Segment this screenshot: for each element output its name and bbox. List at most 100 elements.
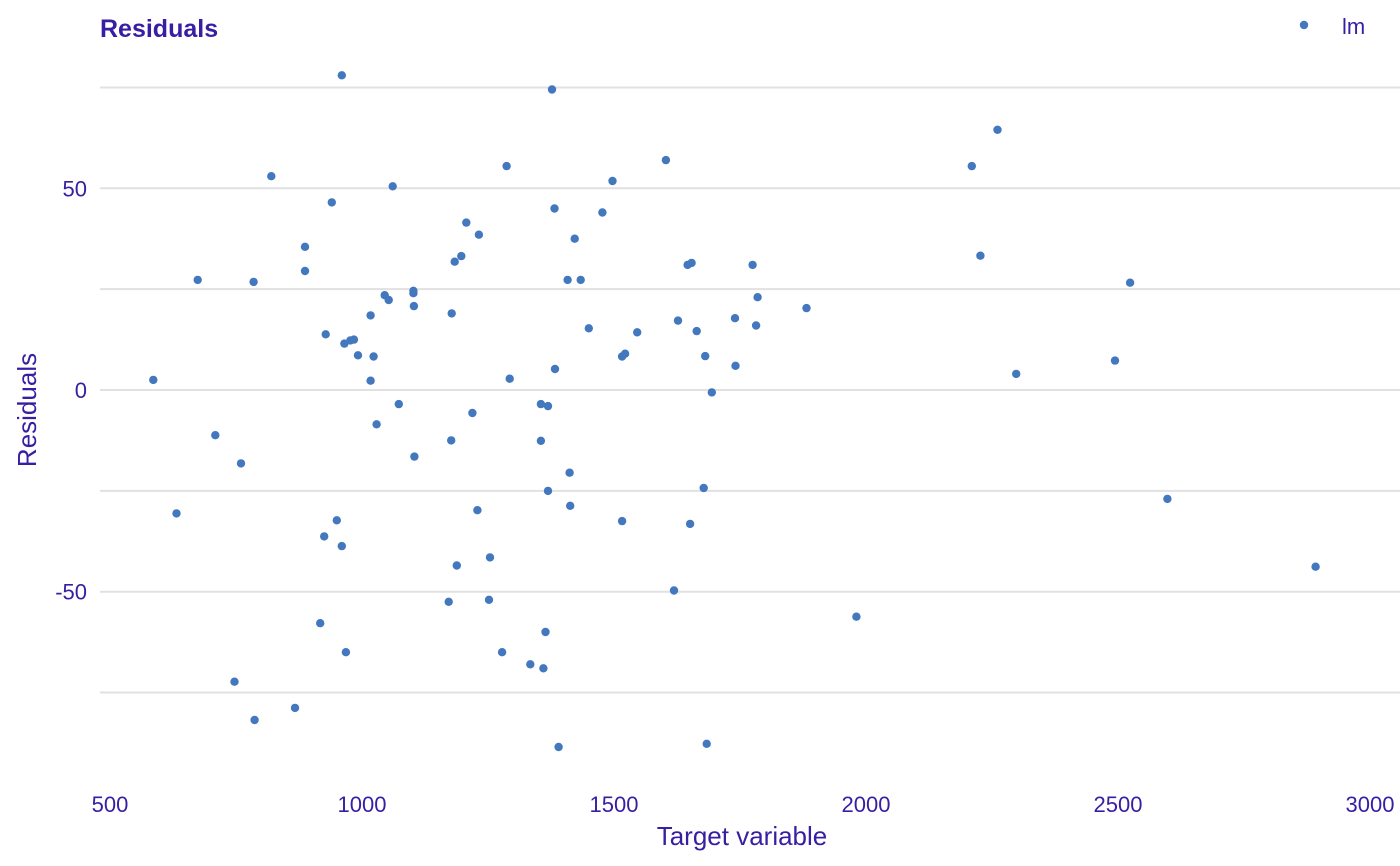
data-point [1125, 278, 1135, 287]
data-point [1311, 562, 1320, 571]
data-point [444, 597, 453, 606]
data-point [372, 420, 381, 429]
data-point [211, 431, 220, 440]
data-point [576, 275, 585, 285]
data-point [447, 436, 456, 445]
data-point [450, 257, 459, 266]
data-point [685, 519, 695, 529]
data-point [543, 486, 553, 496]
data-point [617, 516, 627, 526]
data-point [536, 436, 546, 445]
x-tick-label: 3000 [1346, 792, 1395, 817]
data-point [608, 176, 617, 186]
data-point [332, 516, 341, 525]
data-point [485, 553, 495, 562]
data-point [394, 399, 403, 409]
data-point [753, 293, 762, 302]
data-point [707, 388, 716, 397]
data-point [692, 326, 701, 336]
data-point [550, 364, 560, 374]
data-point [852, 612, 861, 621]
points-layer [149, 71, 1320, 752]
data-point [661, 155, 671, 165]
data-point [340, 339, 349, 348]
legend-label: lm [1342, 14, 1365, 39]
data-point [702, 739, 711, 748]
data-point [474, 230, 484, 239]
data-point [502, 161, 511, 171]
data-point [409, 289, 418, 298]
data-point [366, 376, 375, 385]
data-point [1163, 494, 1172, 504]
data-point [300, 242, 310, 251]
data-point [316, 619, 325, 628]
data-point [250, 715, 259, 725]
data-point [149, 375, 158, 385]
y-tick-label: -50 [55, 580, 87, 605]
data-point [484, 595, 494, 604]
data-point [236, 459, 246, 468]
x-tick-label: 2000 [842, 792, 891, 817]
data-point [249, 277, 258, 287]
y-tick-label: 50 [63, 176, 87, 201]
data-point [699, 483, 708, 493]
data-point [993, 125, 1002, 134]
data-point [570, 234, 579, 243]
data-point [353, 351, 363, 360]
data-point [300, 266, 310, 276]
data-point [369, 352, 378, 361]
data-point [337, 71, 346, 80]
data-point [410, 452, 419, 461]
data-point [565, 468, 574, 477]
data-point [598, 208, 607, 217]
data-point [563, 275, 572, 285]
data-point [566, 501, 575, 510]
data-point [1012, 369, 1021, 379]
data-point [497, 648, 507, 657]
data-point [267, 172, 276, 181]
data-point [536, 399, 546, 409]
data-point [468, 408, 477, 418]
data-point [554, 742, 563, 752]
data-point [543, 401, 553, 411]
data-point [748, 260, 757, 270]
data-point [230, 677, 239, 686]
data-point [337, 541, 346, 551]
x-tick-label: 1500 [590, 792, 639, 817]
data-point [541, 627, 550, 637]
data-point [193, 275, 202, 285]
data-point [633, 328, 642, 337]
data-point [172, 509, 181, 518]
data-point [547, 85, 557, 94]
data-point [802, 303, 811, 313]
data-point [341, 648, 351, 657]
data-point [366, 311, 375, 320]
legend: lm [1299, 14, 1365, 39]
data-point [683, 260, 692, 270]
data-point [409, 301, 419, 311]
data-point [967, 161, 976, 171]
data-point [327, 198, 336, 207]
data-point [505, 374, 514, 383]
x-tick-label: 1000 [338, 792, 387, 817]
data-point [976, 251, 985, 260]
data-point [384, 295, 393, 305]
x-axis-label: Target variable [657, 821, 828, 851]
data-point [730, 314, 740, 323]
y-tick-label: 0 [75, 378, 87, 403]
data-point [473, 506, 482, 515]
data-point [462, 218, 471, 227]
data-point [550, 204, 559, 213]
data-point [539, 664, 548, 673]
data-point [388, 182, 397, 191]
data-point [1110, 356, 1120, 365]
data-point [751, 321, 761, 330]
legend-marker [1299, 20, 1309, 30]
data-point [290, 703, 300, 713]
data-point [320, 532, 329, 541]
x-tick-label: 500 [92, 792, 129, 817]
data-point [526, 660, 535, 669]
data-point [457, 251, 466, 261]
